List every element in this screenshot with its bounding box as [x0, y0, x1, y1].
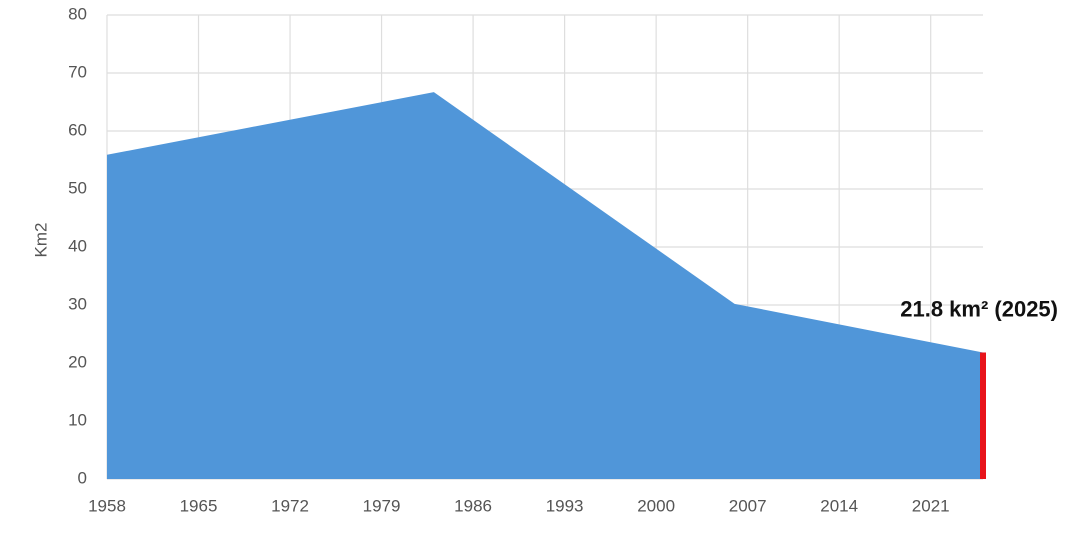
y-tick-label: 70 [68, 62, 87, 81]
y-tick-label: 40 [68, 236, 87, 255]
area [107, 92, 983, 479]
y-tick-label: 30 [68, 294, 87, 313]
y-axis-label: Km2 [31, 223, 50, 258]
x-tick-label: 2014 [820, 496, 858, 515]
y-tick-label: 10 [68, 410, 87, 429]
y-tick-label: 60 [68, 120, 87, 139]
y-tick-label: 80 [68, 4, 87, 23]
y-tick-label: 20 [68, 352, 87, 371]
x-tick-label: 1986 [454, 496, 492, 515]
x-tick-label: 1958 [88, 496, 126, 515]
annotation: 21.8 km² (2025) [900, 296, 1058, 321]
x-tick-label: 1972 [271, 496, 309, 515]
y-tick-label: 0 [78, 468, 87, 487]
x-tick-label: 2000 [637, 496, 675, 515]
x-tick-label: 1965 [180, 496, 218, 515]
x-tick-label: 1979 [363, 496, 401, 515]
x-tick-label: 1993 [546, 496, 584, 515]
x-tick-label: 2021 [912, 496, 950, 515]
x-tick-label: 2007 [729, 496, 767, 515]
y-tick-label: 50 [68, 178, 87, 197]
